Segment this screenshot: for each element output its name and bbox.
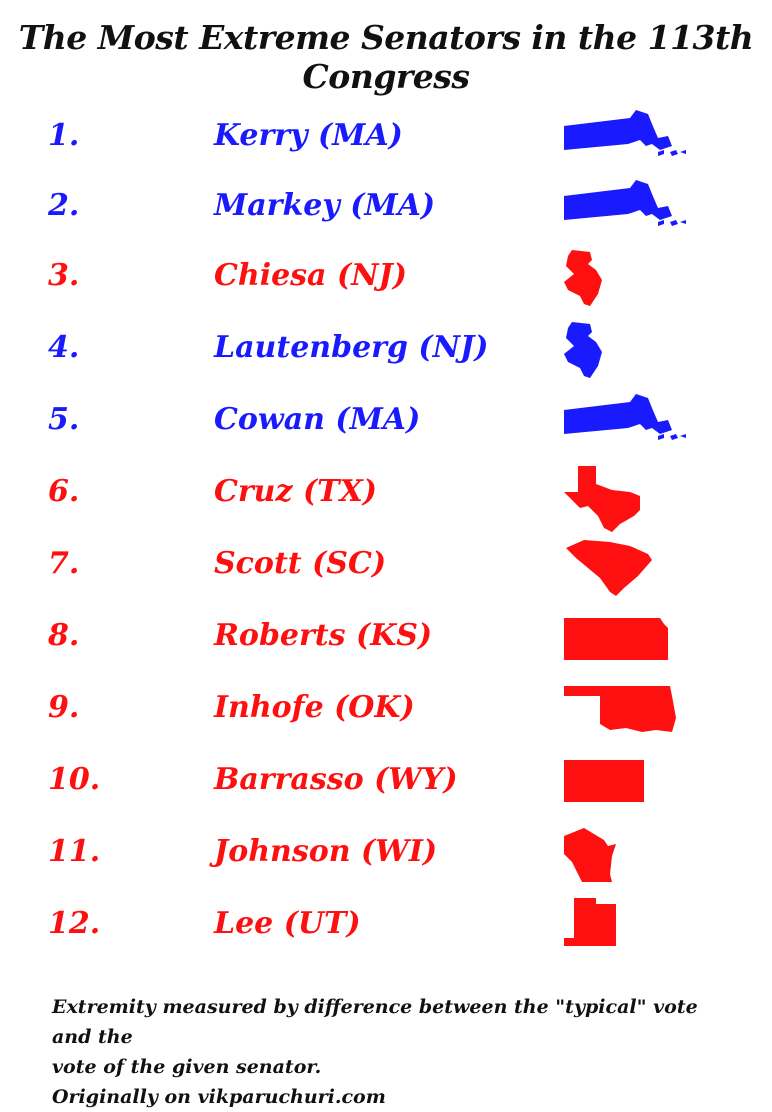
list-item: 3. Chiesa (NJ) — [0, 250, 772, 328]
rank-number: 2. — [48, 188, 80, 223]
rank-number: 1. — [48, 118, 80, 153]
rank-number: 8. — [48, 618, 80, 653]
senator-name: Roberts (KS) — [214, 618, 433, 653]
source-credit: Originally on vikparuchuri.com — [52, 1086, 386, 1108]
rank-number: 7. — [48, 546, 80, 581]
list-item: 10. Barrasso (WY) — [0, 760, 772, 832]
massachusetts-shape-icon — [564, 180, 686, 226]
utah-shape-icon — [564, 898, 616, 946]
list-item: 11. Johnson (WI) — [0, 828, 772, 904]
senator-name: Cruz (TX) — [214, 474, 377, 509]
list-item: 12. Lee (UT) — [0, 898, 772, 976]
senator-name: Scott (SC) — [214, 546, 387, 581]
rank-number: 11. — [48, 834, 101, 869]
page-title: The Most Extreme Senators in the 113th C… — [18, 18, 754, 96]
massachusetts-shape-icon — [564, 110, 686, 156]
senator-name: Barrasso (WY) — [214, 762, 458, 797]
senator-name: Markey (MA) — [214, 188, 436, 223]
list-item: 9. Inhofe (OK) — [0, 686, 772, 760]
list-item: 4. Lautenberg (NJ) — [0, 322, 772, 400]
footnote-line: Extremity measured by difference between… — [52, 996, 698, 1048]
wyoming-shape-icon — [564, 760, 644, 802]
new-jersey-shape-icon — [564, 322, 602, 378]
rank-number: 5. — [48, 402, 80, 437]
senator-name: Inhofe (OK) — [214, 690, 415, 725]
senator-name: Cowan (MA) — [214, 402, 421, 437]
footnote-line: vote of the given senator. — [52, 1056, 322, 1078]
rank-number: 4. — [48, 330, 80, 365]
list-item: 5. Cowan (MA) — [0, 394, 772, 472]
new-jersey-shape-icon — [564, 250, 602, 306]
list-item: 1. Kerry (MA) — [0, 110, 772, 188]
texas-shape-icon — [564, 466, 640, 532]
oklahoma-shape-icon — [564, 686, 676, 732]
list-item: 6. Cruz (TX) — [0, 466, 772, 544]
senator-name: Johnson (WI) — [214, 834, 438, 869]
list-item: 7. Scott (SC) — [0, 540, 772, 616]
rank-number: 12. — [48, 906, 101, 941]
wisconsin-shape-icon — [564, 828, 616, 882]
list-item: 2. Markey (MA) — [0, 180, 772, 258]
rank-number: 9. — [48, 690, 80, 725]
list-item: 8. Roberts (KS) — [0, 618, 772, 688]
rank-number: 10. — [48, 762, 101, 797]
rank-number: 3. — [48, 258, 80, 293]
kansas-shape-icon — [564, 618, 668, 660]
south-carolina-shape-icon — [566, 540, 652, 596]
senator-name: Lautenberg (NJ) — [214, 330, 489, 365]
senator-name: Chiesa (NJ) — [214, 258, 407, 293]
footnote: Extremity measured by difference between… — [52, 992, 732, 1112]
senator-name: Kerry (MA) — [214, 118, 403, 153]
massachusetts-shape-icon — [564, 394, 686, 440]
senator-name: Lee (UT) — [214, 906, 361, 941]
rank-number: 6. — [48, 474, 80, 509]
